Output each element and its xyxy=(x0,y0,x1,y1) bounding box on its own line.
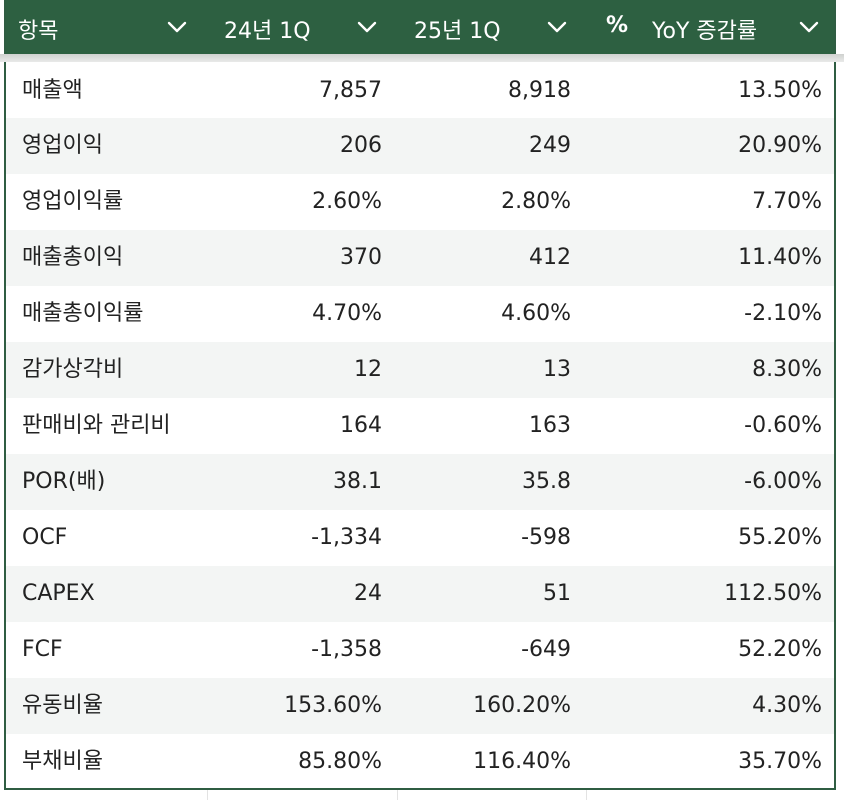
row-label-cell[interactable]: 유동비율 xyxy=(22,693,103,718)
value-cell[interactable]: -649 xyxy=(521,637,571,662)
value-cell[interactable]: 206 xyxy=(340,133,382,158)
table-row: 영업이익 206 249 20.90% xyxy=(6,118,834,174)
value-cell[interactable]: 55.20% xyxy=(738,525,822,550)
value-cell[interactable]: 412 xyxy=(529,245,571,270)
value-cell[interactable]: 8,918 xyxy=(508,78,571,103)
table-row: 부채비율 85.80% 116.40% 35.70% xyxy=(6,734,834,790)
value-cell[interactable]: 20.90% xyxy=(738,133,822,158)
value-cell[interactable]: 35.70% xyxy=(738,749,822,774)
value-cell[interactable]: 7.70% xyxy=(752,189,822,214)
table-row: 감가상각비 12 13 8.30% xyxy=(6,342,834,398)
table-header: 항목 24년 1Q 25년 1Q % YoY 증감률 xyxy=(6,0,834,54)
table-row: 매출총이익 370 412 11.40% xyxy=(6,230,834,286)
value-cell[interactable]: 38.1 xyxy=(333,469,382,494)
chevron-down-icon[interactable] xyxy=(544,14,570,40)
table-body: 매출액 7,857 8,918 13.50% 영업이익 206 249 20.90% 영업이익률… xyxy=(6,62,834,790)
chevron-down-icon[interactable] xyxy=(354,14,380,40)
column-header-label: 항목 xyxy=(18,19,59,44)
percent-type-icon: % xyxy=(606,13,629,38)
column-header-25q1[interactable]: 25년 1Q xyxy=(394,0,584,54)
value-cell[interactable]: 12 xyxy=(354,357,382,382)
column-header-label: 25년 1Q xyxy=(414,19,501,44)
value-cell[interactable]: 4.60% xyxy=(501,301,571,326)
value-cell[interactable]: 7,857 xyxy=(319,78,382,103)
table-row: 매출액 7,857 8,918 13.50% xyxy=(6,62,834,118)
row-label-cell[interactable]: 영업이익 xyxy=(22,133,103,158)
value-cell[interactable]: 163 xyxy=(529,413,571,438)
row-label-cell[interactable]: 부채비율 xyxy=(22,749,103,774)
table-row: 영업이익률 2.60% 2.80% 7.70% xyxy=(6,174,834,230)
value-cell[interactable]: -0.60% xyxy=(744,413,822,438)
table-row: POR(배) 38.1 35.8 -6.00% xyxy=(6,454,834,510)
row-label-cell[interactable]: FCF xyxy=(22,637,63,662)
value-cell[interactable]: 8.30% xyxy=(752,357,822,382)
column-header-label: 24년 1Q xyxy=(224,19,311,44)
row-label-cell[interactable]: 매출액 xyxy=(22,78,83,103)
row-label-cell[interactable]: OCF xyxy=(22,525,68,550)
value-cell[interactable]: -1,358 xyxy=(311,637,382,662)
table-row: FCF -1,358 -649 52.20% xyxy=(6,622,834,678)
value-cell[interactable]: 112.50% xyxy=(724,581,822,606)
value-cell[interactable]: 160.20% xyxy=(473,693,571,718)
value-cell[interactable]: 13.50% xyxy=(738,78,822,103)
value-cell[interactable]: 52.20% xyxy=(738,637,822,662)
row-label-cell[interactable]: 영업이익률 xyxy=(22,189,124,214)
value-cell[interactable]: 370 xyxy=(340,245,382,270)
row-label-cell[interactable]: 매출총이익률 xyxy=(22,301,144,326)
value-cell[interactable]: 51 xyxy=(543,581,571,606)
value-cell[interactable]: 153.60% xyxy=(284,693,382,718)
chevron-down-icon[interactable] xyxy=(164,14,190,40)
value-cell[interactable]: 116.40% xyxy=(473,749,571,774)
value-cell[interactable]: 2.80% xyxy=(501,189,571,214)
value-cell[interactable]: 4.70% xyxy=(312,301,382,326)
value-cell[interactable]: 249 xyxy=(529,133,571,158)
value-cell[interactable]: 13 xyxy=(543,357,571,382)
row-label-cell[interactable]: 감가상각비 xyxy=(22,357,124,382)
table-row: 유동비율 153.60% 160.20% 4.30% xyxy=(6,678,834,734)
column-header-24q1[interactable]: 24년 1Q xyxy=(204,0,394,54)
value-cell[interactable]: 35.8 xyxy=(522,469,571,494)
row-label-cell[interactable]: 판매비와 관리비 xyxy=(22,413,171,438)
chevron-down-icon[interactable] xyxy=(796,14,822,40)
table-row: 매출총이익률 4.70% 4.60% -2.10% xyxy=(6,286,834,342)
table-row: CAPEX 24 51 112.50% xyxy=(6,566,834,622)
value-cell[interactable]: 85.80% xyxy=(298,749,382,774)
value-cell[interactable]: 2.60% xyxy=(312,189,382,214)
row-label-cell[interactable]: POR(배) xyxy=(22,469,106,494)
value-cell[interactable]: 4.30% xyxy=(752,693,822,718)
value-cell[interactable]: -6.00% xyxy=(744,469,822,494)
value-cell[interactable]: 24 xyxy=(354,581,382,606)
value-cell[interactable]: 11.40% xyxy=(738,245,822,270)
row-label-cell[interactable]: CAPEX xyxy=(22,581,95,606)
row-label-cell[interactable]: 매출총이익 xyxy=(22,245,124,270)
column-header-item[interactable]: 항목 xyxy=(6,0,204,54)
column-header-label: YoY 증감률 xyxy=(652,19,758,44)
value-cell[interactable]: 164 xyxy=(340,413,382,438)
value-cell[interactable]: -598 xyxy=(521,525,571,550)
header-divider xyxy=(0,54,844,62)
data-table: 항목 24년 1Q 25년 1Q % YoY 증감률 xyxy=(4,0,836,790)
value-cell[interactable]: -2.10% xyxy=(744,301,822,326)
table-row: 판매비와 관리비 164 163 -0.60% xyxy=(6,398,834,454)
column-header-yoy[interactable]: % YoY 증감률 xyxy=(584,0,834,54)
table-row: OCF -1,334 -598 55.20% xyxy=(6,510,834,566)
value-cell[interactable]: -1,334 xyxy=(311,525,382,550)
